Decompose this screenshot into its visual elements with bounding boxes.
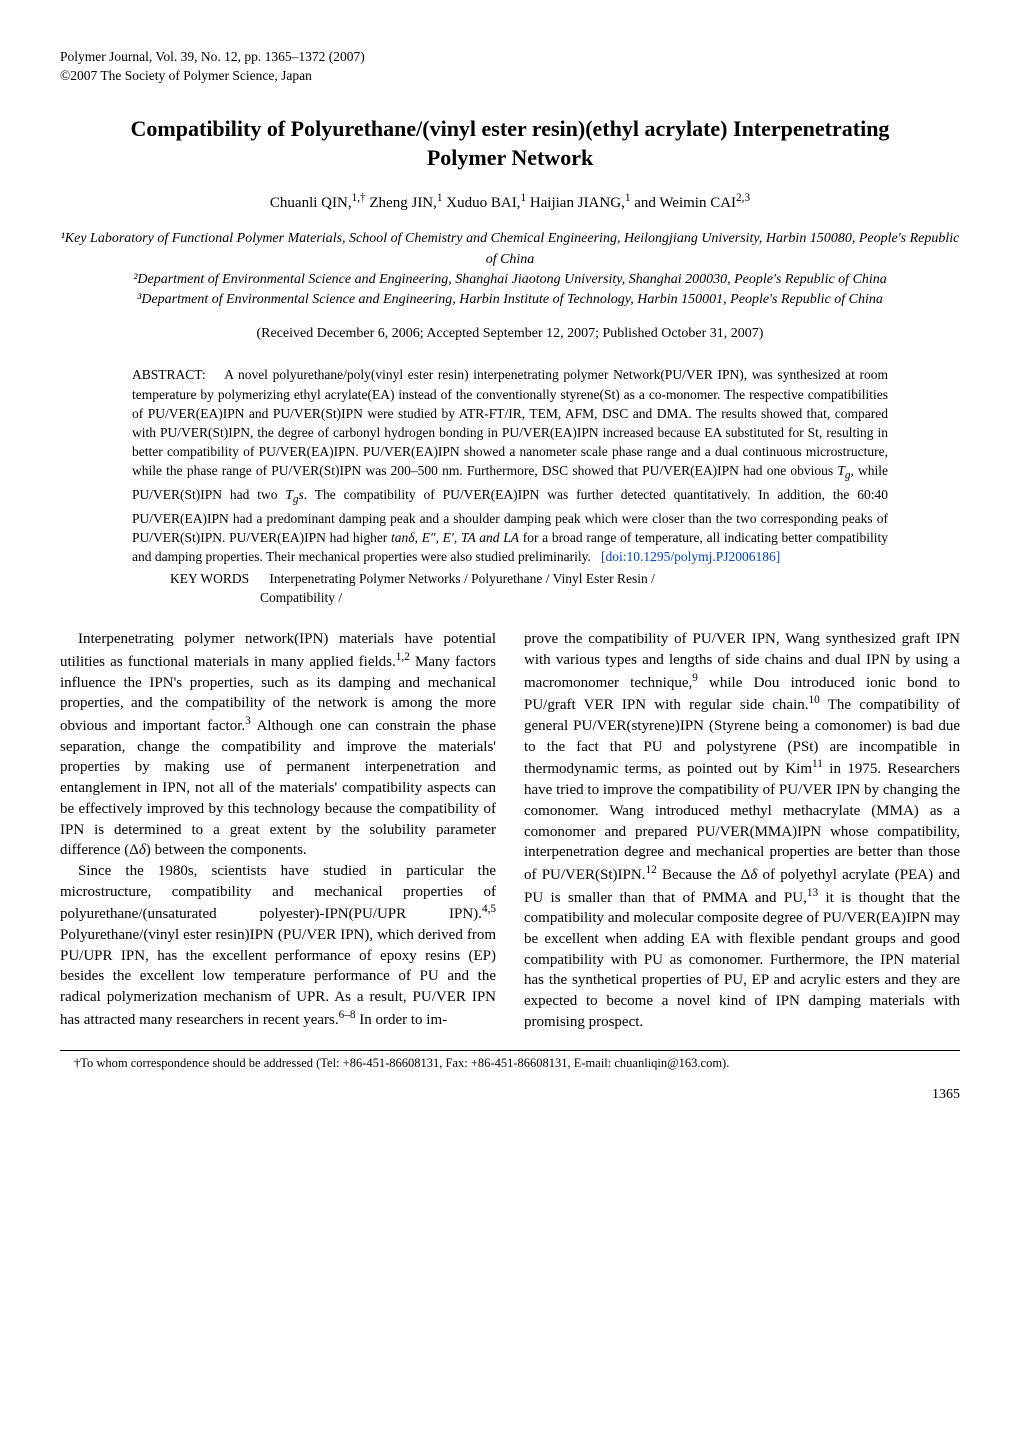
doi-link[interactable]: [doi:10.1295/polymj.PJ2006186] bbox=[601, 549, 780, 564]
journal-meta: Polymer Journal, Vol. 39, No. 12, pp. 13… bbox=[60, 48, 960, 86]
body-paragraph-1: Interpenetrating polymer network(IPN) ma… bbox=[60, 629, 496, 861]
paper-title: Compatibility of Polyurethane/(vinyl est… bbox=[100, 114, 920, 173]
affiliation-1: ¹Key Laboratory of Functional Polymer Ma… bbox=[60, 229, 960, 270]
body-paragraph-2: Since the 1980s, scientists have studied… bbox=[60, 861, 496, 1031]
affiliation-2: ²Department of Environmental Science and… bbox=[60, 270, 960, 290]
keywords-line-1: Interpenetrating Polymer Networks / Poly… bbox=[269, 571, 655, 586]
journal-line: Polymer Journal, Vol. 39, No. 12, pp. 13… bbox=[60, 48, 960, 67]
keywords-label: KEY WORDS bbox=[170, 571, 249, 586]
body-paragraph-3: prove the compatibility of PU/VER IPN, W… bbox=[524, 629, 960, 1032]
affiliations: ¹Key Laboratory of Functional Polymer Ma… bbox=[60, 229, 960, 310]
body-columns: Interpenetrating polymer network(IPN) ma… bbox=[60, 629, 960, 1032]
keywords-line-2: Compatibility / bbox=[260, 590, 342, 605]
page-number: 1365 bbox=[60, 1086, 960, 1105]
affiliation-3: ³Department of Environmental Science and… bbox=[60, 290, 960, 310]
abstract-label: ABSTRACT: bbox=[132, 367, 206, 382]
abstract-body: A novel polyurethane/poly(vinyl ester re… bbox=[132, 367, 888, 563]
authors-line: Chuanli QIN,1,† Zheng JIN,1 Xuduo BAI,1 … bbox=[60, 191, 960, 213]
submission-dates: (Received December 6, 2006; Accepted Sep… bbox=[60, 325, 960, 344]
abstract-block: ABSTRACT: A novel polyurethane/poly(viny… bbox=[132, 365, 888, 566]
corresponding-author-footnote: †To whom correspondence should be addres… bbox=[60, 1051, 960, 1071]
keywords-block: KEY WORDS Interpenetrating Polymer Netwo… bbox=[132, 569, 888, 607]
footnote-block: †To whom correspondence should be addres… bbox=[60, 1050, 960, 1071]
copyright-line: ©2007 The Society of Polymer Science, Ja… bbox=[60, 67, 960, 86]
